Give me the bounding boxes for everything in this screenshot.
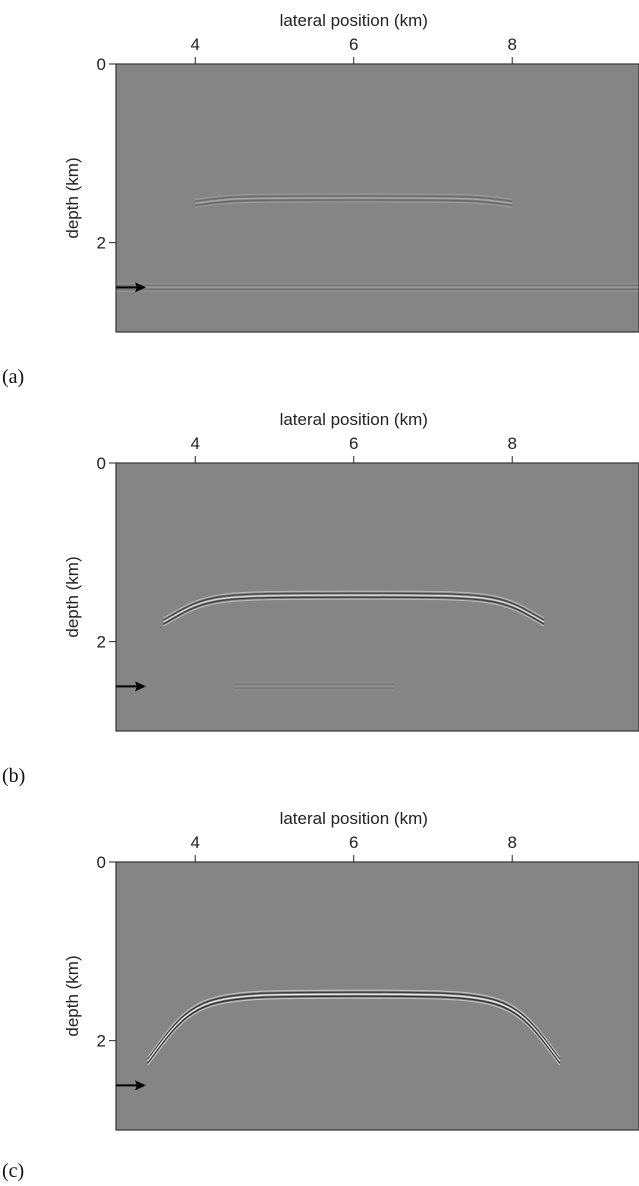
reflector: [163, 590, 545, 627]
reflector-stripe: [163, 594, 545, 623]
x-axis-title: lateral position (km): [280, 410, 428, 429]
panel-a: 4 6 8 0 2 lateral position (km) depth (km) (a): [2, 11, 639, 388]
x-axis-title: lateral position (km): [280, 809, 428, 828]
x-tick-label: 8: [507, 434, 516, 453]
panel-label: (c): [2, 1160, 24, 1182]
reflector-stripe: [163, 596, 545, 625]
y-tick-label: 0: [97, 454, 106, 473]
panel-label: (b): [2, 765, 25, 787]
y-tick-label: 0: [97, 55, 106, 74]
y-axis-title: depth (km): [63, 955, 82, 1036]
reflector-stripe: [163, 598, 545, 627]
panel-b: 4 6 8 0 2 lateral position (km) depth (km) (b): [2, 410, 639, 787]
y-axis-title: depth (km): [63, 157, 82, 238]
x-tick-label: 8: [507, 833, 516, 852]
reflector-stripe: [195, 195, 513, 203]
reflector-stripe: [163, 592, 545, 621]
y-tick-label: 2: [97, 633, 106, 652]
y-tick-label: 2: [97, 234, 106, 253]
x-tick-label: 6: [349, 434, 358, 453]
panel-label: (a): [2, 366, 24, 388]
x-axis-title: lateral position (km): [280, 11, 428, 30]
arrow-marker: [116, 282, 146, 293]
x-tick-label: 8: [507, 35, 516, 54]
reflector-stripe: [147, 991, 561, 1060]
reflector-stripe: [195, 197, 513, 205]
x-tick-label: 4: [191, 35, 200, 54]
y-tick-label: 0: [97, 853, 106, 872]
x-tick-label: 6: [349, 833, 358, 852]
arrow-marker: [116, 681, 146, 692]
reflector-stripe: [147, 995, 561, 1064]
y-tick-label: 2: [97, 1032, 106, 1051]
arrow-marker: [116, 1080, 146, 1091]
reflector-stripe: [147, 989, 561, 1058]
y-axis-title: depth (km): [63, 556, 82, 637]
reflector: [234, 681, 394, 691]
x-tick-label: 4: [191, 833, 200, 852]
x-tick-label: 4: [191, 434, 200, 453]
x-tick-label: 6: [349, 35, 358, 54]
panel-c: 4 6 8 0 2 lateral position (km) depth (km) (c): [2, 809, 639, 1182]
seismic-image: [115, 63, 639, 333]
reflector-stripe: [147, 993, 561, 1062]
reflector-stripe: [195, 199, 513, 207]
reflector-stripe: [195, 193, 513, 200]
reflector: [115, 282, 639, 292]
reflector-stripe: [195, 201, 513, 208]
reflector-stripe: [147, 997, 561, 1066]
reflector-stripe: [163, 590, 545, 619]
reflector: [147, 989, 561, 1066]
reflector: [195, 193, 513, 208]
